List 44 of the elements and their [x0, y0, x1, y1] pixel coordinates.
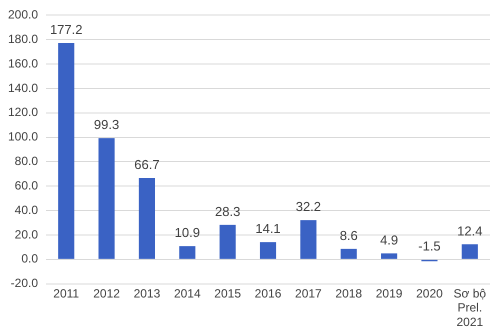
- bar: [462, 244, 478, 259]
- y-tick-label: 80.0: [14, 154, 38, 168]
- y-tick-label: 140.0: [8, 80, 38, 95]
- x-tick-label: 2011: [53, 286, 80, 300]
- y-tick-label: 100.0: [8, 130, 38, 144]
- y-tick-label: 40.0: [14, 202, 38, 217]
- bar: [98, 138, 115, 259]
- x-tick-label: 2018: [335, 286, 362, 300]
- data-label: -1.5: [418, 238, 441, 254]
- y-tick-label: 120.0: [8, 105, 38, 120]
- bar: [300, 220, 316, 259]
- y-tick-label: 20.0: [14, 227, 38, 242]
- x-tick-label: Sơ bộ Prel. 2021: [454, 286, 486, 330]
- x-tick-label: 2020: [416, 286, 444, 300]
- y-tick-label: 160.0: [8, 56, 38, 70]
- bar: [58, 43, 74, 259]
- bar: [179, 246, 196, 259]
- data-label: 14.1: [255, 221, 281, 236]
- x-tick-label: 2017: [295, 286, 322, 300]
- y-tick-label: 0.0: [21, 252, 38, 266]
- data-label: 8.6: [340, 228, 358, 243]
- y-tick-label: 60.0: [14, 178, 38, 192]
- x-tick-label: 2015: [214, 286, 242, 300]
- bar: [260, 242, 276, 259]
- bar: [220, 224, 236, 259]
- data-label: 32.2: [296, 199, 322, 214]
- data-label: 12.4: [457, 223, 482, 238]
- data-label: 66.7: [134, 157, 160, 172]
- data-label: 99.3: [94, 117, 120, 132]
- x-tick-label: 2019: [376, 286, 403, 300]
- y-tick-label: 200.0: [8, 8, 38, 22]
- data-label: 4.9: [380, 232, 398, 248]
- y-tick-label: -20.0: [10, 276, 38, 290]
- x-tick-label: 2016: [254, 286, 282, 300]
- y-tick-label: 180.0: [8, 32, 38, 46]
- x-tick-label: 2012: [93, 286, 120, 300]
- bar: [138, 178, 156, 259]
- bar: [381, 253, 398, 259]
- data-label: 177.2: [50, 22, 82, 38]
- data-label: 28.3: [214, 204, 240, 219]
- x-tick-label: 2014: [174, 286, 201, 300]
- bar: [340, 248, 357, 259]
- data-label: 10.9: [174, 225, 200, 240]
- x-tick-label: 2013: [134, 286, 161, 300]
